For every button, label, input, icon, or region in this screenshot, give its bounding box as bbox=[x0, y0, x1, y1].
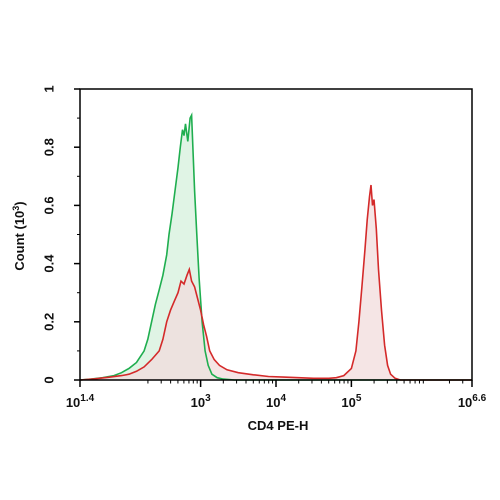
x-axis-title: CD4 PE-H bbox=[248, 418, 309, 433]
y-tick-label: 1 bbox=[41, 85, 56, 92]
y-axis: 0 0.2 0.4 0.6 0.8 1 bbox=[41, 85, 80, 384]
series-fills bbox=[80, 115, 472, 380]
x-axis: 101.4 103 104 105 106.6 bbox=[66, 380, 487, 410]
x-tick-label: 105 bbox=[341, 393, 361, 410]
x-tick-label: 104 bbox=[266, 393, 286, 410]
y-tick-label: 0.6 bbox=[41, 196, 56, 214]
series-lines bbox=[79, 112, 472, 381]
series-2-line bbox=[79, 184, 472, 381]
x-tick-label: 101.4 bbox=[66, 393, 95, 410]
y-tick-label: 0 bbox=[41, 376, 56, 383]
series-2-fill bbox=[80, 185, 472, 380]
x-tick-label: 103 bbox=[191, 393, 211, 410]
y-tick-label: 0.4 bbox=[41, 254, 56, 273]
y-axis-title: Count (103) bbox=[11, 201, 27, 270]
plot-frame bbox=[79, 88, 473, 381]
y-tick-label: 0.2 bbox=[41, 313, 56, 331]
x-tick-label: 106.6 bbox=[458, 393, 487, 410]
y-tick-label: 0.8 bbox=[41, 138, 56, 156]
series-1-line bbox=[79, 112, 472, 381]
series-1-fill bbox=[80, 115, 472, 380]
